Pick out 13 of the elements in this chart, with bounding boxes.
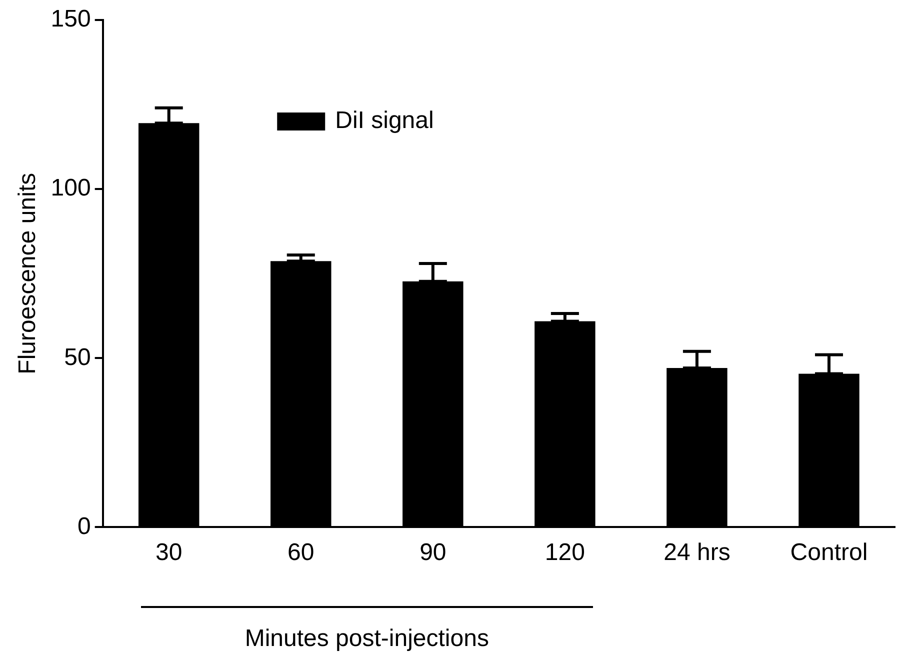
x-tick-label: 60: [288, 539, 314, 566]
y-tick-label: 0: [77, 512, 91, 540]
x-tick-label: 30: [156, 539, 182, 566]
y-tick-label: 150: [50, 6, 91, 33]
x-tick-label: 120: [544, 539, 585, 566]
y-axis-title: Fluroescence units: [14, 172, 42, 374]
x-tick-label: Control: [790, 539, 868, 566]
legend-label: DiI signal: [335, 107, 434, 134]
x-tick-label: 24 hrs: [664, 539, 730, 566]
x-tick-label: 90: [420, 539, 446, 566]
y-tick-label: 100: [50, 174, 91, 202]
x-axis-title: Minutes post-injections: [244, 625, 489, 652]
y-tick-label: 50: [64, 344, 91, 371]
